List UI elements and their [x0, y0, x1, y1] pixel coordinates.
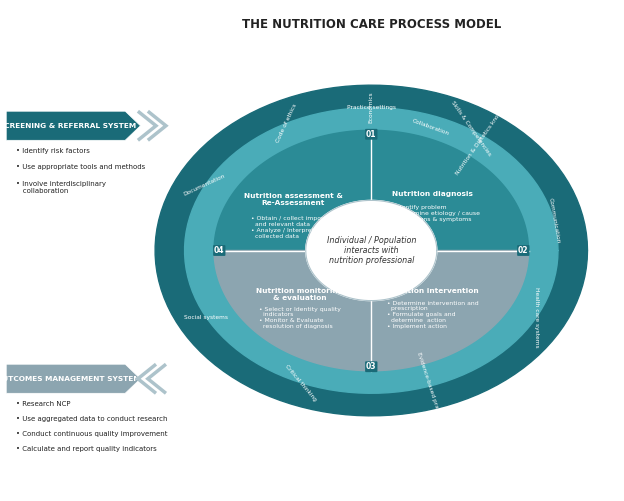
- Text: • Conduct continuous quality improvement: • Conduct continuous quality improvement: [16, 431, 167, 437]
- Polygon shape: [214, 250, 529, 371]
- Text: Documentation: Documentation: [183, 174, 226, 197]
- Polygon shape: [185, 108, 558, 393]
- Text: Economics: Economics: [369, 91, 374, 123]
- Text: Health care systems: Health care systems: [534, 288, 539, 348]
- Text: Practice settings: Practice settings: [347, 105, 396, 110]
- Text: • Use appropriate tools and methods: • Use appropriate tools and methods: [16, 164, 145, 170]
- Text: 02: 02: [518, 246, 529, 255]
- Polygon shape: [214, 130, 529, 250]
- Text: Individual / Population
interacts with
nutrition professional: Individual / Population interacts with n…: [326, 235, 416, 266]
- Text: Nutrition diagnosis: Nutrition diagnosis: [392, 191, 473, 197]
- Polygon shape: [6, 364, 140, 393]
- Text: 04: 04: [214, 246, 225, 255]
- Text: • Use aggregated data to conduct research: • Use aggregated data to conduct researc…: [16, 416, 167, 422]
- Text: • Identify risk factors: • Identify risk factors: [16, 148, 89, 154]
- Text: Evidence-based practice: Evidence-based practice: [416, 351, 443, 422]
- Polygon shape: [6, 111, 140, 140]
- Polygon shape: [306, 200, 437, 301]
- Text: 01: 01: [366, 130, 376, 139]
- Text: Collaboration: Collaboration: [411, 118, 449, 136]
- Text: Code of ethics: Code of ethics: [275, 103, 298, 143]
- Text: • Select or Identity quality
  indicators
• Monitor & Evaluate
  resolution of d: • Select or Identity quality indicators …: [258, 307, 341, 329]
- Text: OUTCOMES MANAGEMENT SYSTEM: OUTCOMES MANAGEMENT SYSTEM: [0, 376, 140, 382]
- Text: Critical thinking: Critical thinking: [285, 364, 318, 402]
- Text: Nutrition intervention: Nutrition intervention: [386, 288, 479, 294]
- Text: • Obtain / collect important
  and relevant data
• Analyze / Interpret
  collect: • Obtain / collect important and relevan…: [251, 216, 336, 239]
- Text: P – Identify problem
E – Determine etiology / cause
S – State signs & symptoms: P – Identify problem E – Determine etiol…: [385, 205, 480, 222]
- Text: • Calculate and report quality indicators: • Calculate and report quality indicator…: [16, 446, 157, 452]
- Text: THE NUTRITION CARE PROCESS MODEL: THE NUTRITION CARE PROCESS MODEL: [241, 18, 501, 31]
- Text: SCREENING & REFERRAL SYSTEM: SCREENING & REFERRAL SYSTEM: [0, 123, 137, 129]
- Text: 03: 03: [366, 362, 376, 371]
- Polygon shape: [155, 85, 587, 416]
- Text: Nutrition assessment &
Re-Assessment: Nutrition assessment & Re-Assessment: [244, 193, 343, 206]
- Text: • Research NCP: • Research NCP: [16, 401, 70, 407]
- Text: Communication: Communication: [548, 197, 561, 244]
- Text: Social systems: Social systems: [184, 315, 228, 320]
- Text: Nutrition monitoring
& evaluation: Nutrition monitoring & evaluation: [256, 288, 343, 301]
- Text: • Determine intervention and
  prescription
• Formulate goals and
  determine  a: • Determine intervention and prescriptio…: [387, 301, 478, 329]
- Text: Skills & Competencies: Skills & Competencies: [450, 101, 492, 157]
- Text: Nutrition & Dietetics knowledge: Nutrition & Dietetics knowledge: [455, 96, 513, 176]
- Text: • Involve interdisciplinary
   collaboration: • Involve interdisciplinary collaboratio…: [16, 181, 105, 194]
